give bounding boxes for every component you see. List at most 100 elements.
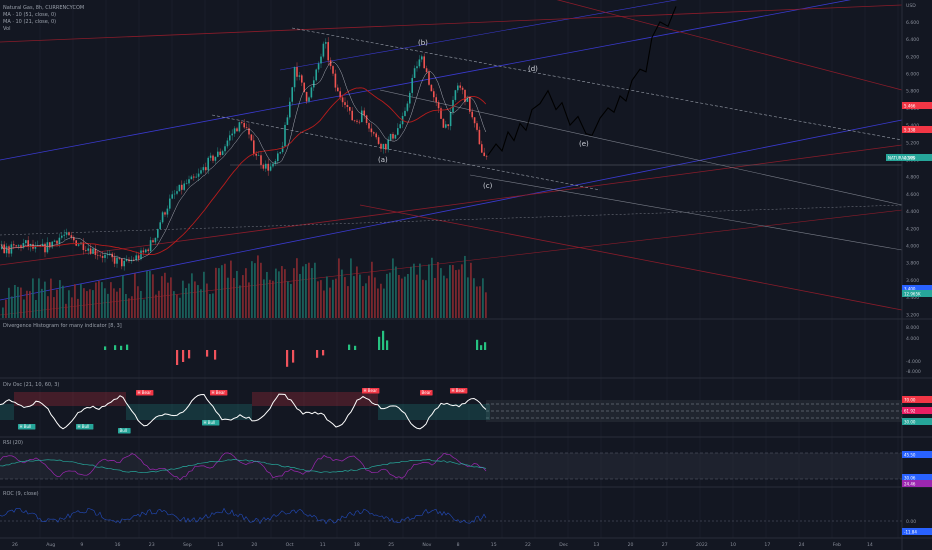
price-tick: 3.400 (906, 295, 919, 301)
volume-bar (179, 297, 181, 318)
osc-marker (420, 390, 433, 396)
candle-body (118, 257, 121, 259)
osc-cloud-segment (140, 404, 154, 420)
date-axis[interactable]: 26 Aug 9 16 23 Sep 13 20 Oct 11 18 25 Nov 8 15 22 Dec 13 2… (12, 542, 873, 548)
volume-bar (425, 280, 427, 318)
price-tick: 6.000 (906, 72, 919, 78)
candle-body (358, 121, 361, 123)
candle-body (272, 163, 274, 167)
volume-bar (467, 277, 469, 318)
candle-body (289, 101, 291, 118)
divergence-bar (120, 345, 123, 350)
volume-bar (341, 269, 343, 318)
candle-body (387, 139, 389, 150)
volume-bar (230, 260, 232, 318)
candle-body (435, 97, 437, 103)
candle-body (233, 128, 236, 134)
candle-body (193, 176, 195, 178)
osc-cloud-segment (406, 404, 420, 420)
osc-marker-label: Bull (120, 428, 128, 433)
osc-marker (202, 420, 220, 426)
osc-marker (18, 424, 36, 430)
price-tag (902, 102, 932, 109)
volume-bar (23, 299, 25, 318)
price-tick: 3.800 (906, 261, 919, 267)
date-tick: 17 (764, 542, 770, 548)
volume-bar (323, 290, 325, 318)
rsi-band (0, 453, 902, 479)
volume-bar (146, 271, 148, 318)
volume-bar (182, 280, 184, 318)
price-tag-label: 70.00 (904, 397, 916, 402)
volume-bar (365, 283, 367, 318)
divergence-title: Divergence Histogram for many indicator … (3, 323, 122, 329)
price-tag-label: 5.338 (904, 127, 916, 132)
volume-bar (143, 299, 145, 318)
osc-cloud-segment (322, 392, 336, 406)
candle-body (262, 164, 265, 169)
volume-bar (320, 280, 322, 318)
roc-pane[interactable]: ROC (9, close) (0, 491, 902, 525)
candle-body (15, 245, 17, 247)
price-tag-label: 5.466 (904, 103, 916, 108)
volume-bar (41, 288, 43, 318)
osc-cloud-segment (112, 392, 126, 406)
date-tick: Nov (422, 542, 431, 548)
candle-body (375, 133, 377, 138)
candle-body (469, 96, 471, 112)
volume-bar (368, 275, 370, 318)
volume-bar (74, 284, 76, 318)
date-tick: 16 (115, 542, 121, 548)
candle-body (334, 73, 337, 88)
oscillator-line (0, 393, 487, 430)
candle-body (226, 140, 229, 147)
candle-body (329, 60, 332, 67)
candle-body (161, 212, 164, 223)
candle-body (361, 110, 363, 123)
volume-bar (233, 278, 235, 318)
volume-bar (344, 277, 346, 318)
volume-bar (461, 264, 463, 318)
oscillator-pane[interactable]: H Bull H Bull Bull H Bull H Bear H Bear H Bear… (0, 382, 902, 434)
volume-bar (329, 287, 331, 318)
candle-body (483, 152, 485, 157)
candle-body (200, 170, 202, 174)
candle-body (305, 91, 308, 102)
price-tick: 5.200 (906, 140, 919, 146)
candle-body (351, 110, 353, 121)
candle-body (135, 255, 137, 260)
osc-cloud-segment (14, 392, 28, 406)
candle-body (169, 198, 171, 209)
price-pane[interactable] (0, 0, 902, 318)
price-axis[interactable]: USD 6.6006.4006.2006.0005.8005.6005.4005… (906, 3, 921, 525)
osc-cloud-segment (378, 404, 392, 420)
candle-body (421, 56, 423, 60)
osc-cloud-segment (462, 404, 476, 420)
candle-body (394, 134, 397, 139)
trendline (291, 27, 902, 141)
divergence-bar (182, 350, 185, 362)
volume-bar (80, 284, 82, 318)
rsi-pane[interactable]: RSI (20) (0, 440, 902, 481)
candle-body (241, 122, 243, 123)
candle-body (157, 229, 159, 238)
oscillator-title: Div Osc (21, 10, 60, 3) (3, 382, 59, 388)
volume-bar (137, 286, 139, 318)
volume-bar (281, 266, 283, 318)
volume-bar (110, 282, 112, 318)
legend-vol: Vol (3, 26, 10, 32)
chart-legend[interactable]: Natural Gas, 8h, CURRENCYCOM MA · 10 (51… (3, 5, 84, 32)
price-tick: 6.600 (906, 20, 919, 26)
volume-bar (125, 294, 127, 318)
candle-body (430, 84, 433, 92)
candle-body (423, 56, 425, 69)
price-tick: 6.200 (906, 54, 919, 60)
trendline (359, 204, 902, 311)
divergence-pane[interactable]: Divergence Histogram for many indicator … (3, 323, 487, 367)
price-tag-label: 30.06 (904, 475, 916, 480)
candle-body (442, 118, 445, 128)
price-tag-label: 12.965K (904, 291, 921, 296)
candle-body (389, 133, 392, 140)
volume-bar (128, 298, 130, 318)
